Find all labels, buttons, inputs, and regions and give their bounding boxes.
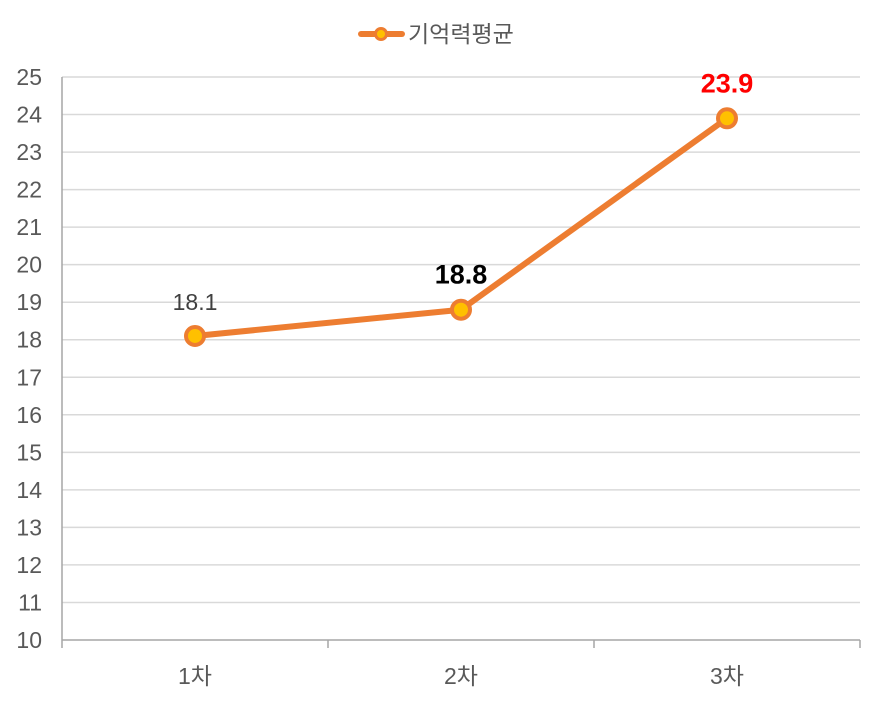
data-labels: 18.1 18.8 23.9 [173, 68, 754, 315]
y-tick-label: 11 [18, 589, 42, 615]
x-tick-label: 1차 [178, 663, 212, 689]
y-tick-label: 12 [16, 552, 42, 578]
y-axis-ticks: 10 11 12 13 14 15 16 17 18 19 20 21 22 23 24 25 [16, 64, 42, 653]
y-tick-label: 23 [16, 139, 42, 165]
data-point [450, 298, 472, 321]
y-tick-label: 16 [16, 402, 42, 428]
y-tick-label: 20 [16, 252, 42, 278]
data-label: 18.1 [173, 289, 218, 315]
y-tick-label: 10 [16, 627, 42, 653]
y-tick-label: 22 [16, 177, 42, 203]
y-tick-label: 18 [16, 327, 42, 353]
y-tick-label: 24 [16, 102, 42, 128]
axes [61, 77, 861, 648]
markers [184, 107, 738, 347]
y-tick-label: 19 [16, 289, 42, 315]
data-point [184, 324, 206, 347]
y-tick-label: 17 [16, 364, 42, 390]
x-tick-label: 3차 [710, 663, 744, 689]
data-point [716, 107, 738, 130]
legend: 기억력평균 [358, 22, 514, 48]
y-tick-label: 14 [16, 477, 42, 503]
y-tick-label: 21 [16, 214, 42, 240]
y-tick-label: 15 [16, 439, 42, 465]
x-axis-ticks: 1차 2차 3차 [178, 663, 744, 689]
legend-marker-swatch [374, 27, 388, 41]
gridlines [62, 76, 860, 604]
y-tick-label: 13 [16, 514, 42, 540]
y-tick-label: 25 [16, 64, 42, 90]
legend-label: 기억력평균 [408, 22, 514, 48]
data-label: 18.8 [435, 260, 488, 290]
x-tick-label: 2차 [444, 663, 478, 689]
data-label: 23.9 [701, 68, 754, 98]
